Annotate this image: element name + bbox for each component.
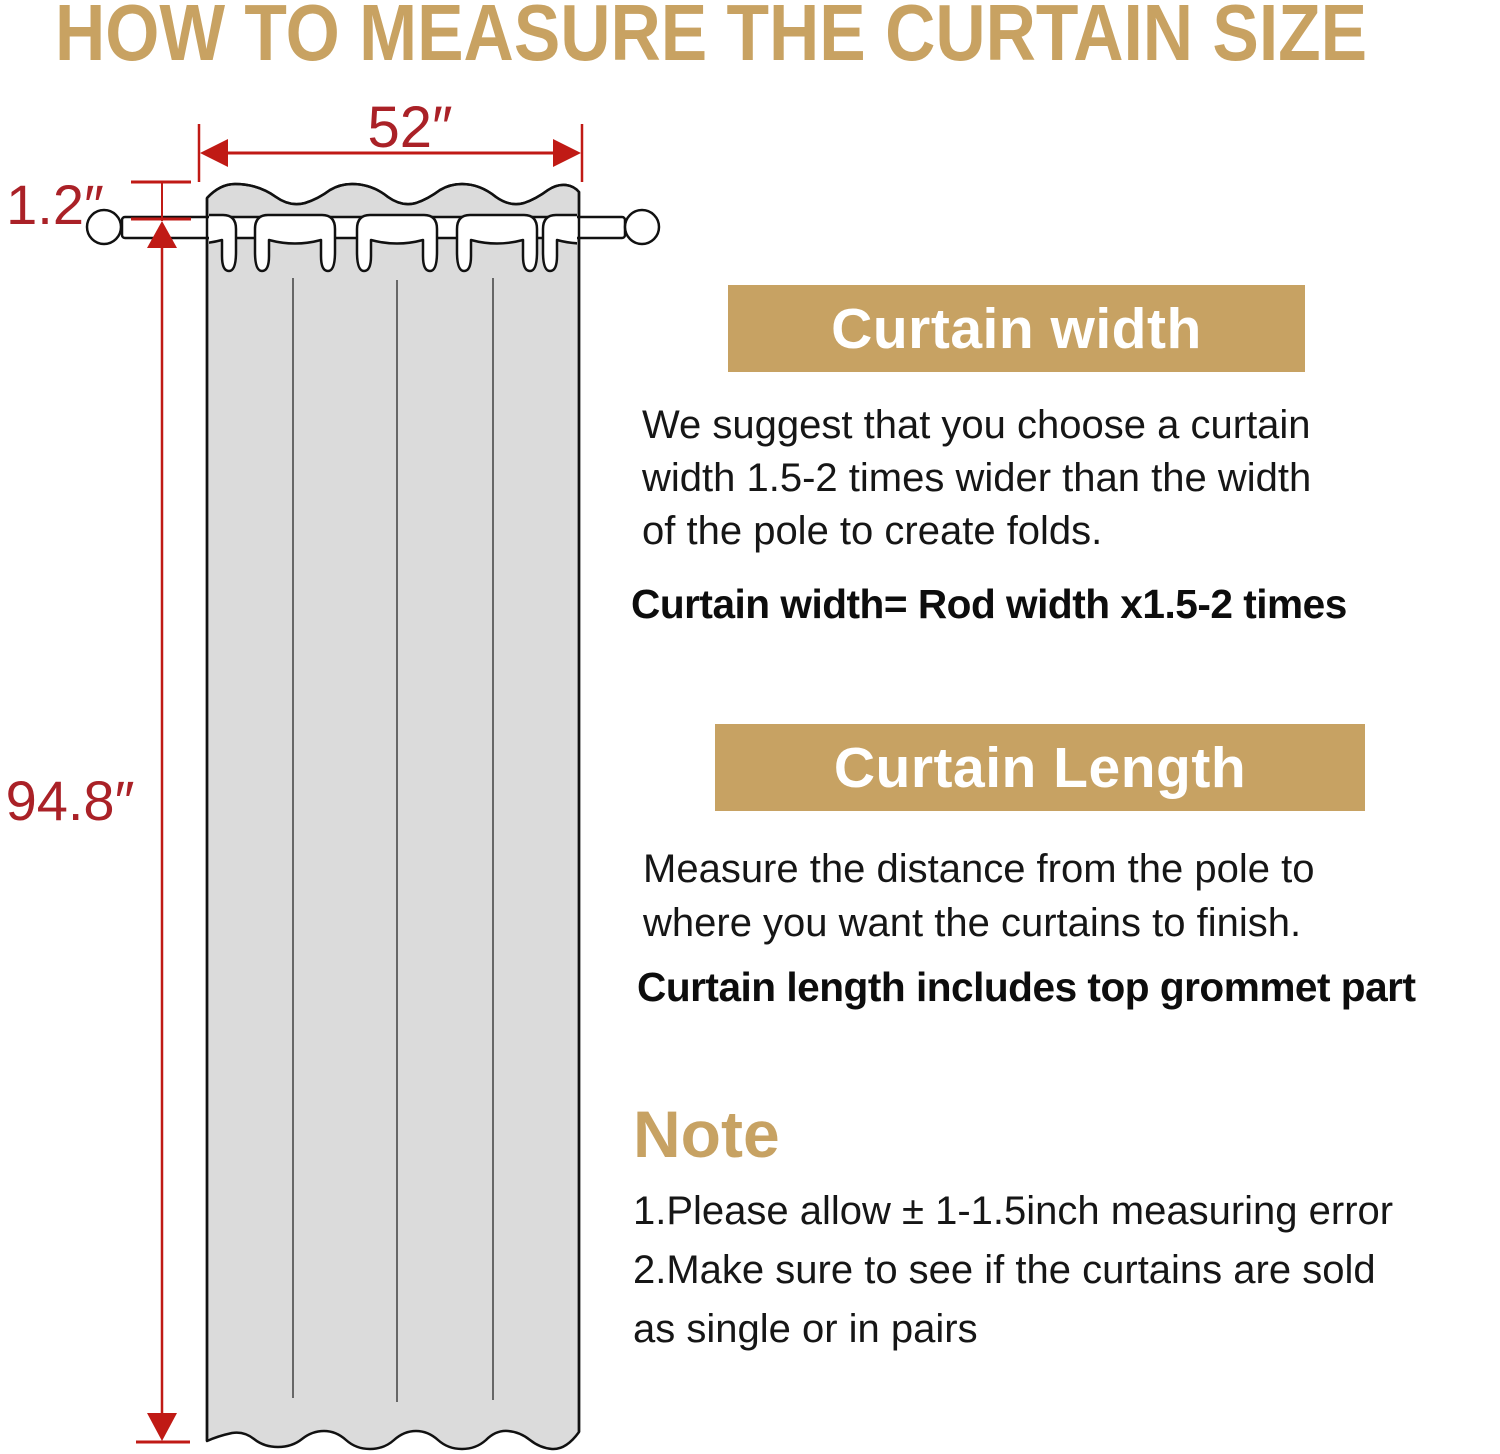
grommet — [209, 213, 238, 273]
note-line: 1.Please allow ± 1-1.5inch measuring err… — [633, 1189, 1394, 1233]
page-title: HOW TO MEASURE THE CURTAIN SIZE — [55, 0, 1368, 77]
paragraph-line: width 1.5-2 times wider than the width — [642, 456, 1312, 500]
curtain-length-paragraph: Measure the distance from the pole to wh… — [643, 842, 1314, 950]
note-heading: Note — [633, 1097, 780, 1171]
curtain-length-formula: Curtain length includes top grommet part — [637, 964, 1416, 1010]
arrowhead-right — [553, 139, 581, 167]
paragraph-line: of the pole to create folds. — [642, 509, 1103, 553]
grommet — [253, 213, 337, 273]
rod-finial-right — [623, 208, 661, 246]
curtain-length-heading: Curtain Length — [715, 724, 1365, 811]
offset-label: 1.2″ — [6, 173, 104, 236]
note-line: 2.Make sure to see if the curtains are s… — [633, 1248, 1376, 1292]
length-label: 94.8″ — [6, 769, 135, 832]
curtain-diagram: 52″ 1.2″ 94.8″ — [6, 95, 661, 1451]
arrowhead-left — [200, 139, 228, 167]
paragraph-line: We suggest that you choose a curtain — [642, 403, 1311, 447]
grommet — [355, 213, 439, 273]
curtain-width-formula: Curtain width= Rod width x1.5-2 times — [631, 581, 1347, 627]
arrowhead-down — [147, 1413, 177, 1441]
curtain-width-heading: Curtain width — [728, 285, 1305, 372]
width-dimension-label: 52″ — [367, 95, 452, 160]
note-line: as single or in pairs — [633, 1307, 978, 1351]
curtain-outline — [205, 182, 581, 1441]
rod-finial-left — [85, 208, 123, 246]
curtain-width-paragraph: We suggest that you choose a curtain wid… — [642, 399, 1311, 558]
grommet — [541, 213, 577, 273]
paragraph-line: Measure the distance from the pole to — [643, 847, 1315, 891]
arrowhead-up — [147, 221, 177, 248]
paragraph-line: where you want the curtains to finish. — [643, 901, 1302, 945]
curtain-panel — [205, 182, 581, 1451]
note-list: 1.Please allow ± 1-1.5inch measuring err… — [633, 1182, 1393, 1359]
grommet — [455, 213, 539, 273]
